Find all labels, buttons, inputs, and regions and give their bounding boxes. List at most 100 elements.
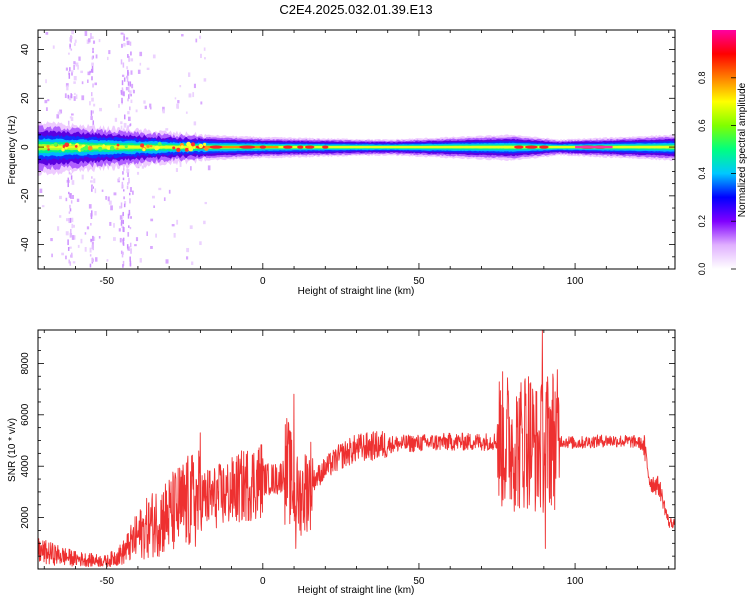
spectrogram-noise-column [130,51,132,56]
colorbar-ticks: 0.0 0.2 0.4 0.6 0.8 [697,72,736,275]
spectrogram-noise-column [129,81,132,87]
spectrogram-noise-speck [95,54,98,59]
spectrogram-noise-speck [168,189,171,194]
spectrogram-noise-speck [177,100,180,104]
spectrogram-noise-column [127,98,129,102]
spectrogram-noise-speck [84,232,87,235]
spectrogram-noise-speck [119,237,122,243]
spectrogram-hot-blob [188,146,194,152]
spectrogram-noise-column [91,245,94,249]
spectrogram-noise-column [91,92,93,97]
spectrogram-noise-speck [171,224,175,227]
spectrogram-noise-speck [64,93,67,99]
spectrogram-noise-column [92,120,95,126]
spectrogram-noise-column [122,62,125,68]
spectrogram-noise-column [127,213,130,219]
spectrogram-noise-speck [113,192,117,196]
spectrogram-noise-speck [52,45,55,49]
spectrogram-noise-column [91,65,94,69]
spectrogram-noise-column [130,216,132,219]
spectrogram-ytick-label: 40 [20,44,31,56]
spectrogram-ytick-label: -20 [20,188,31,203]
spectrogram-hot-blob [157,146,160,149]
spectrogram-noise-speck [69,246,72,249]
spectrogram-noise-speck [94,82,97,86]
spectrogram-noise-speck [41,205,45,208]
spectrogram-noise-speck [70,117,74,121]
spectrogram-hot-blob [204,146,209,151]
spectrogram-noise-speck [131,83,134,89]
spectrogram-noise-column [69,204,71,209]
spectrogram-noise-column [130,248,132,254]
spectrogram-noise-speck [71,113,74,116]
spectrogram-noise-column [91,184,93,188]
spectrogram-noise-column [127,69,129,76]
spectrogram-noise-column [122,177,125,181]
spectrogram-noise-column [91,176,93,179]
spectrogram-noise-speck [200,101,203,105]
spectrogram-noise-column [120,90,123,93]
spectrogram-noise-speck [135,109,138,113]
spectrogram-noise-column [128,212,131,216]
spectrogram-noise-speck [119,215,123,220]
spectrogram-noise-speck [155,233,157,238]
spectrogram-noise-speck [44,100,48,104]
spectrogram-noise-column [120,238,123,242]
spectrogram-noise-speck [61,252,64,256]
spectrogram-noise-speck [152,54,156,59]
spectrogram-noise-speck [176,219,179,225]
spectrogram-noise-speck [73,42,76,46]
spectrogram-noise-speck [72,224,75,228]
spectrogram-noise-speck [70,172,72,176]
spectrogram-noise-column [127,182,129,186]
spectrogram-noise-column [70,232,73,238]
spectrogram-noise-column [89,70,91,74]
spectrogram-noise-speck [59,195,62,200]
spectrogram-noise-speck [123,196,126,200]
spectrogram-noise-speck [118,177,121,181]
spectrogram-ridge-peak [514,145,524,149]
spectrogram-noise-speck [121,91,124,96]
spectrogram-hot-blob [83,145,89,151]
spectrogram-noise-speck [193,121,197,126]
spectrogram-noise-column [122,264,124,268]
spectrogram-noise-speck [57,111,61,115]
spectrogram-noise-column [92,55,94,59]
spectrogram-noise-speck [110,205,113,211]
spectrogram-hot-blob [176,147,181,153]
spectrogram-noise-speck [186,247,190,253]
spectrogram-noise-speck [121,74,125,77]
spectrogram-noise-speck [73,81,76,84]
spectrogram-hot-blob [74,145,78,148]
spectrogram-noise-column [90,214,93,219]
spectrogram-ridge-peak [304,145,315,149]
spectrogram-noise-speck [149,103,152,108]
spectrogram-noise-speck [66,218,69,222]
figure-title: C2E4.2025.032.01.39.E13 [279,2,432,17]
spectrogram-noise-column [70,200,73,204]
spectrogram-noise-speck [77,64,79,70]
spectrogram-noise-speck [88,38,91,43]
snr-xtick-label: 100 [567,576,584,587]
spectrogram-noise-speck [132,89,135,94]
spectrogram-noise-speck [188,93,192,98]
spectrogram-noise-column [129,256,131,262]
spectrogram-noise-column [123,114,126,120]
spectrogram-ticks: -50 0 50 100 -40 -20 0 20 40 [20,30,675,287]
spectrogram-noise-speck [175,168,178,172]
spectrogram-noise-speck [66,85,69,91]
spectrogram-noise-column [91,257,94,263]
spectrogram-noise-column [121,97,123,104]
spectrogram-noise-speck [130,58,134,62]
spectrogram-noise-column [89,263,92,268]
spectrogram-noise-column [70,175,73,180]
spectrogram-hot-blob [172,146,176,150]
colorbar: 0.0 0.2 0.4 0.6 0.8 Normalized spectral ampl… [697,30,748,275]
spectrogram-noise-speck [109,221,112,226]
spectrogram-noise-column [126,185,129,190]
spectrogram-noise-speck [70,70,74,73]
spectrogram-noise-column [128,94,130,99]
spectrogram-noise-speck [87,79,89,83]
spectrogram-noise-speck [112,237,116,241]
spectrogram-noise-column [90,32,92,39]
